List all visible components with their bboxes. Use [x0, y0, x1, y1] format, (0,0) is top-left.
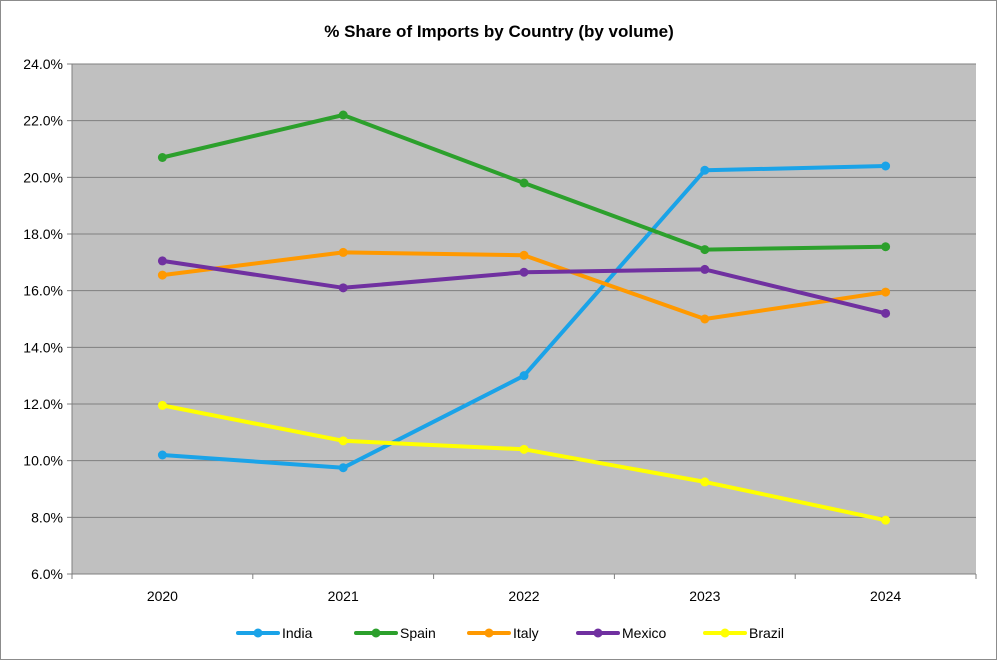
legend-label: Brazil — [749, 625, 784, 641]
x-tick-label: 2024 — [870, 588, 901, 604]
legend-item-mexico: Mexico — [576, 625, 667, 641]
data-point-spain — [700, 245, 710, 255]
series-italy — [157, 247, 891, 324]
data-point-india — [881, 161, 891, 171]
y-tick-label: 16.0% — [23, 283, 63, 299]
y-tick-label: 12.0% — [23, 396, 63, 412]
plot-area — [72, 64, 976, 574]
data-point-spain — [519, 178, 529, 188]
series-brazil — [157, 400, 891, 525]
y-tick-label: 20.0% — [23, 169, 63, 185]
legend-swatch-marker — [720, 628, 730, 638]
data-point-india — [700, 165, 710, 175]
legend-item-india: India — [236, 625, 313, 641]
data-point-brazil — [519, 444, 529, 454]
legend-label: Spain — [400, 625, 436, 641]
y-tick-label: 24.0% — [23, 56, 63, 72]
y-tick-label: 8.0% — [31, 509, 63, 525]
y-tick-label: 6.0% — [31, 566, 63, 582]
chart-title: % Share of Imports by Country (by volume… — [324, 22, 674, 41]
y-tick-label: 18.0% — [23, 226, 63, 242]
legend-item-brazil: Brazil — [703, 625, 784, 641]
data-point-mexico — [157, 256, 167, 266]
x-tick-label: 2022 — [508, 588, 539, 604]
data-point-brazil — [338, 436, 348, 446]
data-point-mexico — [700, 264, 710, 274]
legend-item-italy: Italy — [467, 625, 539, 641]
data-point-italy — [519, 250, 529, 260]
legend-label: India — [282, 625, 313, 641]
x-tick-label: 2021 — [328, 588, 359, 604]
data-point-mexico — [519, 267, 529, 277]
legend: India Spain Italy Mexico Brazil — [236, 625, 784, 641]
legend-label: Mexico — [622, 625, 667, 641]
x-tick-label: 2020 — [147, 588, 178, 604]
data-point-mexico — [881, 308, 891, 318]
y-tick-label: 22.0% — [23, 113, 63, 129]
axes: 6.0% 8.0% 10.0% 12.0% 14.0% 16.0% 18.0% 20.0% 22… — [23, 56, 977, 604]
data-point-spain — [157, 153, 167, 162]
data-point-india — [519, 371, 529, 381]
data-point-mexico — [338, 283, 348, 293]
data-point-india — [157, 450, 167, 460]
legend-swatch-marker — [593, 628, 603, 638]
data-point-italy — [157, 270, 167, 280]
y-tick-label: 14.0% — [23, 339, 63, 355]
series-lines — [157, 110, 891, 525]
data-point-brazil — [700, 477, 710, 487]
legend-item-spain: Spain — [354, 625, 436, 641]
data-point-india — [338, 463, 348, 473]
series-spain — [157, 110, 891, 255]
data-point-italy — [700, 314, 710, 324]
legend-swatch-marker — [484, 628, 494, 638]
legend-label: Italy — [513, 625, 539, 641]
series-india — [157, 161, 891, 473]
data-point-spain — [338, 110, 348, 120]
data-point-brazil — [881, 515, 891, 525]
legend-swatch-marker — [371, 628, 381, 638]
data-point-brazil — [157, 400, 167, 410]
legend-swatch-marker — [253, 628, 263, 638]
data-point-italy — [881, 287, 891, 297]
y-tick-label: 10.0% — [23, 453, 63, 469]
data-point-spain — [881, 242, 891, 252]
series-mexico — [157, 256, 891, 318]
data-point-italy — [338, 247, 348, 257]
x-tick-label: 2023 — [689, 588, 720, 604]
